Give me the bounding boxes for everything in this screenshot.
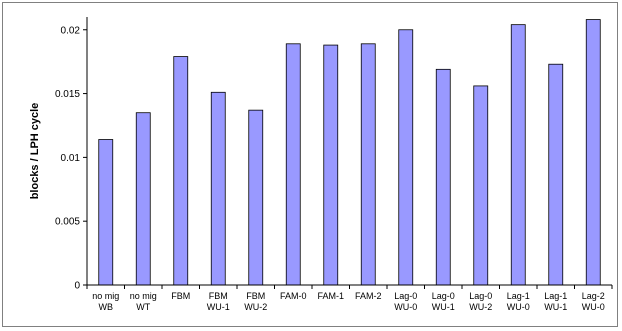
x-tick-label: FAM-2 [355,291,382,301]
x-tick-label: WU-2 [469,302,492,312]
bar [585,19,601,286]
bar [210,91,226,286]
x-tick-label: WU-1 [207,302,230,312]
bar [98,139,114,286]
y-tick-label: 0.005 [55,217,80,228]
y-tick-label: 0.01 [61,153,81,164]
bar [473,85,489,286]
x-tick-label: Lag-0 [432,291,455,301]
x-tick-label: FAM-1 [317,291,344,301]
y-tick-label: 0.02 [61,25,81,36]
x-tick-label: FAM-0 [280,291,307,301]
x-tick-label: FBM [246,291,265,301]
x-tick-label: Lag-1 [544,291,567,301]
x-tick-label: no mig [92,291,119,301]
x-tick-label: WU-1 [544,302,567,312]
y-tick-label: 0 [74,281,80,292]
bars [98,19,601,286]
y-tick-label: 0.015 [55,89,80,100]
x-tick-label: FBM [171,291,190,301]
bar [510,24,526,286]
y-axis-ticks: 0 0.005 0.01 0.015 0.02 [55,25,87,292]
bar [248,109,264,286]
x-tick-label: Lag-2 [582,291,605,301]
bar [323,44,339,286]
x-tick-label: WU-1 [432,302,455,312]
bar [548,63,564,286]
bar [135,112,151,286]
bar [173,56,189,286]
x-tick-label: Lag-1 [507,291,530,301]
x-tick-label: Lag-0 [469,291,492,301]
x-tick-label: WU-2 [244,302,267,312]
x-tick-label: WU-0 [394,302,417,312]
x-tick-label: WU-0 [582,302,605,312]
bar [285,43,301,286]
bar [360,43,376,286]
y-axis-title: blocks / LPH cycle [29,103,41,200]
x-tick-label: Lag-0 [394,291,417,301]
x-tick-label: no mig [130,291,157,301]
x-tick-label: WU-0 [507,302,530,312]
bar [435,68,451,286]
bar [398,29,414,286]
x-tick-label: WB [99,302,114,312]
x-tick-label: WT [136,302,150,312]
x-tick-label: FBM [209,291,228,301]
